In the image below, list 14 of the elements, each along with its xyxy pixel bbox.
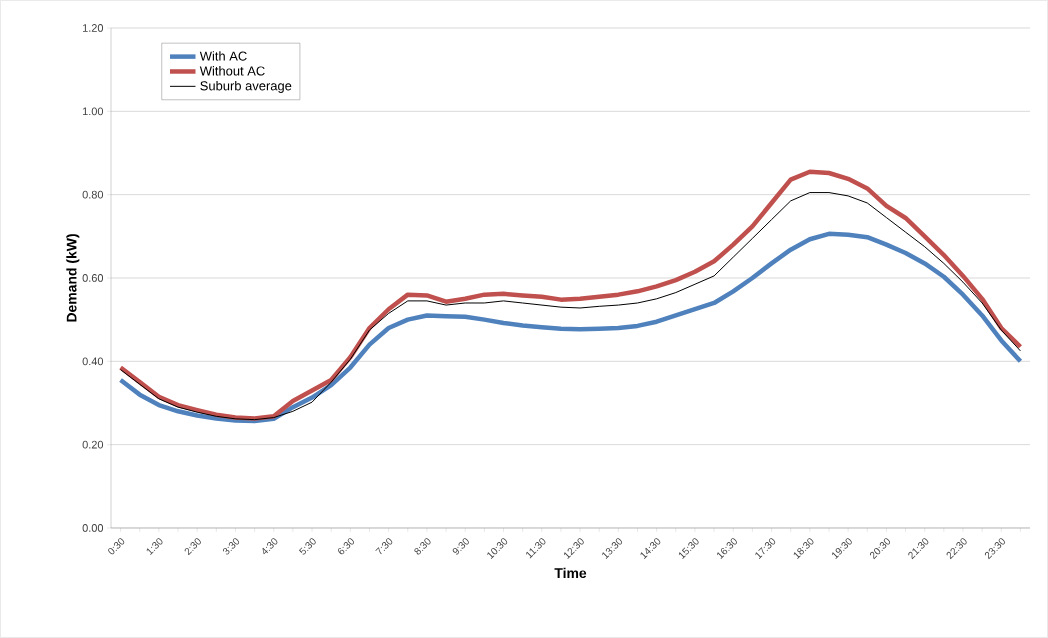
y-axis-title: Demand (kW) xyxy=(66,234,80,322)
legend-label: With AC xyxy=(199,51,247,61)
y-tick-label: 0.00 xyxy=(82,524,104,532)
y-tick-label: 0.80 xyxy=(82,190,104,199)
y-tick-label: 1.20 xyxy=(82,24,104,32)
legend-label: Suburb average xyxy=(200,80,292,93)
x-axis-title: Time xyxy=(554,567,587,579)
y-tick-label: 0.20 xyxy=(82,440,104,449)
y-tick-label: 0.40 xyxy=(82,357,104,366)
x-tick-label: 7:30 xyxy=(375,538,393,555)
legend-label: Without AC xyxy=(199,66,265,76)
x-tick-label: 4:30 xyxy=(262,538,278,555)
y-tick-label: 0.60 xyxy=(82,274,104,282)
y-tick-label: 1.00 xyxy=(82,107,104,116)
